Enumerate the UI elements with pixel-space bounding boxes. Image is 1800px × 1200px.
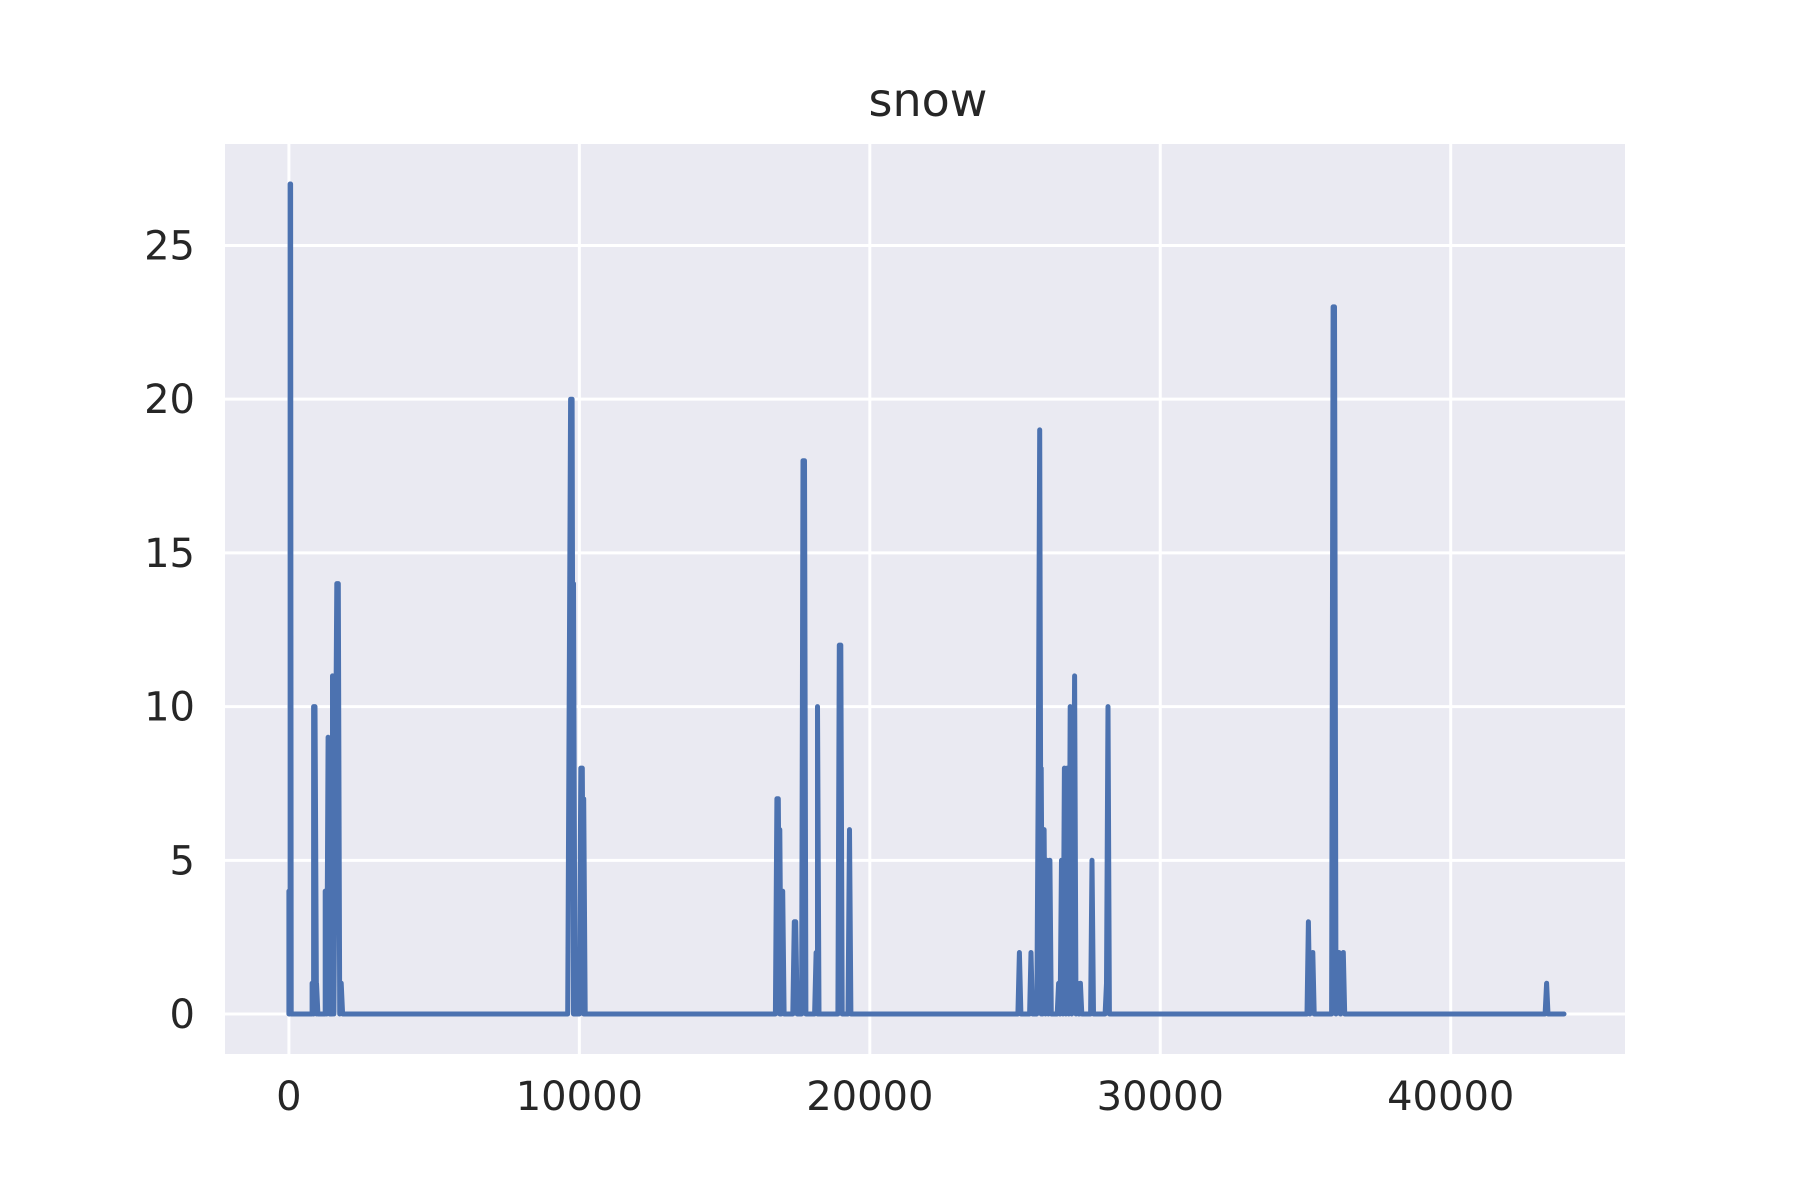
x-axis: 0 10000 20000 30000 40000 [276, 1074, 1514, 1120]
y-tick-label: 25 [144, 223, 195, 269]
x-tick-label: 20000 [806, 1074, 933, 1120]
y-tick-label: 20 [144, 377, 195, 423]
plot-area [225, 144, 1625, 1054]
y-axis: 0 5 10 15 20 25 [144, 223, 195, 1038]
y-tick-label: 10 [144, 685, 195, 731]
chart-title: snow [869, 73, 988, 127]
x-tick-label: 10000 [516, 1074, 643, 1120]
series-layer [286, 181, 1567, 1017]
series-line [286, 181, 1567, 1017]
x-tick-label: 30000 [1097, 1074, 1224, 1120]
x-tick-label: 40000 [1387, 1074, 1514, 1120]
x-tick-label: 0 [276, 1074, 301, 1120]
y-tick-label: 0 [170, 992, 195, 1038]
y-tick-label: 15 [144, 531, 195, 577]
y-tick-label: 5 [170, 838, 195, 884]
